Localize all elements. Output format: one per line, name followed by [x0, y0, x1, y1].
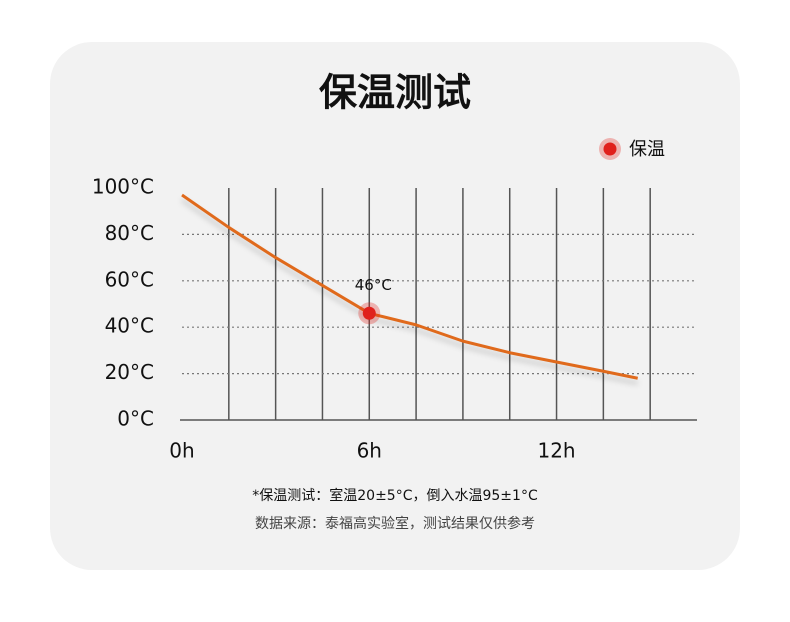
x-tick-label: 6h [357, 439, 382, 463]
line [181, 193, 638, 380]
legend-marker [603, 142, 617, 156]
legend-label: 保温 [629, 139, 665, 160]
note: 数据来源：泰福高实验室，测试结果仅供参考 [255, 515, 535, 532]
y-tick-label: 100°C [92, 175, 154, 199]
annotation: 46°C [355, 276, 392, 294]
note: *保温测试：室温20±5°C，倒入水温95±1°C [252, 487, 538, 504]
y-tick-label: 60°C [105, 267, 154, 291]
y-tick-label: 0°C [117, 407, 154, 431]
highlight-point [362, 306, 376, 320]
y-tick-label: 40°C [105, 314, 154, 338]
x-tick-label: 12h [537, 439, 575, 463]
card [50, 42, 740, 570]
x-tick-label: 0h [169, 439, 194, 463]
chart-title: 保温测试 [319, 71, 471, 115]
y-tick-label: 20°C [105, 360, 154, 384]
y-tick-label: 80°C [105, 221, 154, 245]
